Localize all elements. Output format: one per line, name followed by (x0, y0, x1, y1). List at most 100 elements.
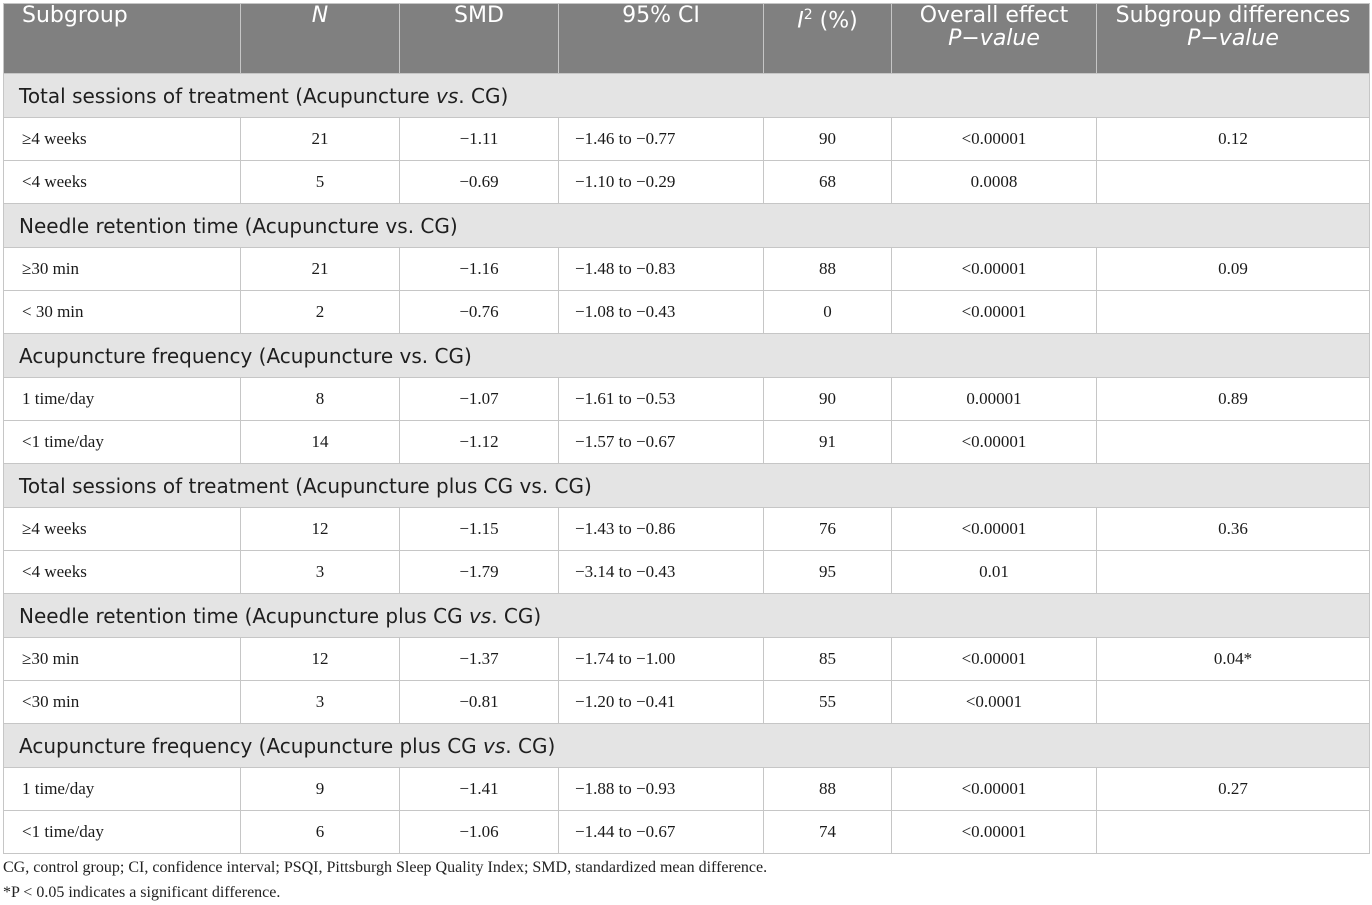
cell-overall-p: <0.00001 (891, 117, 1097, 161)
cell-smd: −1.12 (399, 420, 559, 464)
cell-ci: −1.10 to −0.29 (558, 160, 764, 204)
cell-smd: −0.76 (399, 290, 559, 334)
cell-n: 12 (240, 507, 400, 551)
cell-ci: −1.57 to −0.67 (558, 420, 764, 464)
cell-ci: −1.61 to −0.53 (558, 377, 764, 421)
table-row: ≥30 min 12 −1.37 −1.74 to −1.00 85 <0.00001 0.… (3, 637, 1370, 681)
cell-overall-p: <0.00001 (891, 290, 1097, 334)
cell-overall-p: 0.0008 (891, 160, 1097, 204)
group-title: Total sessions of treatment (Acupuncture… (3, 463, 1370, 508)
cell-subgroup-diff-p (1096, 290, 1370, 334)
table-row: <1 time/day 6 −1.06 −1.44 to −0.67 74 <0.0000… (3, 810, 1370, 854)
cell-overall-p: <0.00001 (891, 767, 1097, 811)
cell-i2: 90 (763, 117, 892, 161)
cell-subgroup-diff-p: 0.04* (1096, 637, 1370, 681)
cell-subgroup-diff-p (1096, 160, 1370, 204)
cell-n: 9 (240, 767, 400, 811)
cell-ci: −1.43 to −0.86 (558, 507, 764, 551)
cell-ci: −1.48 to −0.83 (558, 247, 764, 291)
table-row: < 30 min 2 −0.76 −1.08 to −0.43 0 <0.00001 (3, 290, 1370, 334)
cell-smd: −0.81 (399, 680, 559, 724)
header-n: N (240, 3, 400, 74)
cell-subgroup-diff-p (1096, 680, 1370, 724)
subgroup-analysis-table: Subgroup N SMD 95% CI I2 (%) Overall eff… (3, 3, 1370, 854)
header-subgroup-differences: Subgroup differences P−value (1096, 3, 1370, 74)
cell-overall-p: 0.00001 (891, 377, 1097, 421)
group-header-row: Needle retention time (Acupuncture plus … (3, 593, 1370, 638)
cell-n: 2 (240, 290, 400, 334)
cell-subgroup-diff-p: 0.27 (1096, 767, 1370, 811)
table-body: Total sessions of treatment (Acupuncture… (3, 73, 1370, 854)
cell-ci: −3.14 to −0.43 (558, 550, 764, 594)
cell-subgroup-diff-p (1096, 420, 1370, 464)
group-header-row: Needle retention time (Acupuncture vs. C… (3, 203, 1370, 248)
cell-i2: 76 (763, 507, 892, 551)
cell-i2: 88 (763, 247, 892, 291)
cell-subgroup: 1 time/day (3, 767, 241, 811)
cell-subgroup: 1 time/day (3, 377, 241, 421)
cell-overall-p: <0.00001 (891, 507, 1097, 551)
group-header-row: Acupuncture frequency (Acupuncture vs. C… (3, 333, 1370, 378)
header-i2: I2 (%) (763, 3, 892, 74)
cell-smd: −1.79 (399, 550, 559, 594)
table-row: 1 time/day 8 −1.07 −1.61 to −0.53 90 0.00001 0… (3, 377, 1370, 421)
cell-subgroup: ≥30 min (3, 637, 241, 681)
abbreviations-note: CG, control group; CI, confidence interv… (3, 859, 768, 876)
cell-smd: −0.69 (399, 160, 559, 204)
cell-subgroup-diff-p: 0.09 (1096, 247, 1370, 291)
cell-subgroup-diff-p: 0.12 (1096, 117, 1370, 161)
table-header: Subgroup N SMD 95% CI I2 (%) Overall eff… (3, 3, 1370, 74)
cell-ci: −1.46 to −0.77 (558, 117, 764, 161)
cell-smd: −1.15 (399, 507, 559, 551)
table-footnotes: CG, control group; CI, confidence interv… (3, 855, 767, 905)
cell-subgroup: <30 min (3, 680, 241, 724)
cell-subgroup: <4 weeks (3, 160, 241, 204)
group-header-row: Acupuncture frequency (Acupuncture plus … (3, 723, 1370, 768)
cell-overall-p: <0.00001 (891, 420, 1097, 464)
cell-subgroup: <1 time/day (3, 420, 241, 464)
cell-subgroup: ≥4 weeks (3, 507, 241, 551)
header-overall-effect: Overall effect P−value (891, 3, 1097, 74)
cell-n: 3 (240, 680, 400, 724)
cell-overall-p: 0.01 (891, 550, 1097, 594)
cell-subgroup-diff-p (1096, 550, 1370, 594)
cell-n: 5 (240, 160, 400, 204)
cell-overall-p: <0.00001 (891, 247, 1097, 291)
cell-n: 3 (240, 550, 400, 594)
significance-note: *P < 0.05 indicates a significant differ… (3, 884, 281, 901)
cell-i2: 68 (763, 160, 892, 204)
cell-n: 21 (240, 117, 400, 161)
group-title: Needle retention time (Acupuncture plus … (3, 593, 1370, 638)
cell-ci: −1.20 to −0.41 (558, 680, 764, 724)
cell-overall-p: <0.00001 (891, 810, 1097, 854)
table-row: <4 weeks 5 −0.69 −1.10 to −0.29 68 0.0008 (3, 160, 1370, 204)
cell-i2: 55 (763, 680, 892, 724)
group-header-row: Total sessions of treatment (Acupuncture… (3, 463, 1370, 508)
cell-n: 21 (240, 247, 400, 291)
cell-subgroup: ≥4 weeks (3, 117, 241, 161)
cell-i2: 91 (763, 420, 892, 464)
cell-subgroup-diff-p: 0.89 (1096, 377, 1370, 421)
cell-n: 12 (240, 637, 400, 681)
cell-i2: 95 (763, 550, 892, 594)
header-subgroup: Subgroup (3, 3, 241, 74)
table-row: ≥4 weeks 12 −1.15 −1.43 to −0.86 76 <0.00001 0… (3, 507, 1370, 551)
table-row: ≥30 min 21 −1.16 −1.48 to −0.83 88 <0.00001 0.… (3, 247, 1370, 291)
cell-overall-p: <0.0001 (891, 680, 1097, 724)
cell-n: 8 (240, 377, 400, 421)
cell-subgroup: <4 weeks (3, 550, 241, 594)
cell-smd: −1.16 (399, 247, 559, 291)
cell-smd: −1.06 (399, 810, 559, 854)
group-title: Acupuncture frequency (Acupuncture plus … (3, 723, 1370, 768)
cell-i2: 85 (763, 637, 892, 681)
group-title: Needle retention time (Acupuncture vs. C… (3, 203, 1370, 248)
cell-subgroup: ≥30 min (3, 247, 241, 291)
cell-i2: 74 (763, 810, 892, 854)
cell-ci: −1.08 to −0.43 (558, 290, 764, 334)
cell-ci: −1.44 to −0.67 (558, 810, 764, 854)
table-row: ≥4 weeks 21 −1.11 −1.46 to −0.77 90 <0.00001 0… (3, 117, 1370, 161)
header-row: Subgroup N SMD 95% CI I2 (%) Overall eff… (3, 3, 1370, 74)
cell-subgroup: <1 time/day (3, 810, 241, 854)
cell-subgroup-diff-p: 0.36 (1096, 507, 1370, 551)
cell-i2: 0 (763, 290, 892, 334)
